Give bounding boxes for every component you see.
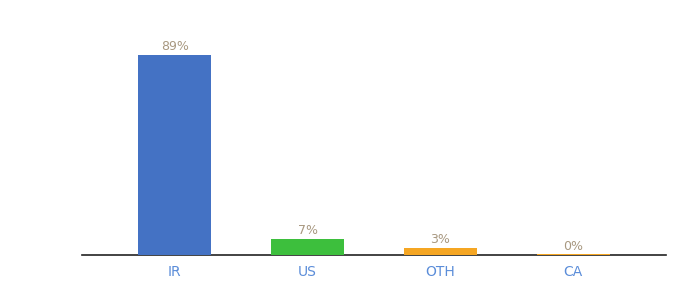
Text: 89%: 89% [160, 40, 188, 52]
Text: 0%: 0% [563, 239, 583, 253]
Text: 7%: 7% [298, 224, 318, 237]
Text: 3%: 3% [430, 233, 450, 246]
Bar [138, 55, 211, 255]
Bar [271, 239, 344, 255]
Bar [537, 254, 610, 255]
Bar [404, 248, 477, 255]
